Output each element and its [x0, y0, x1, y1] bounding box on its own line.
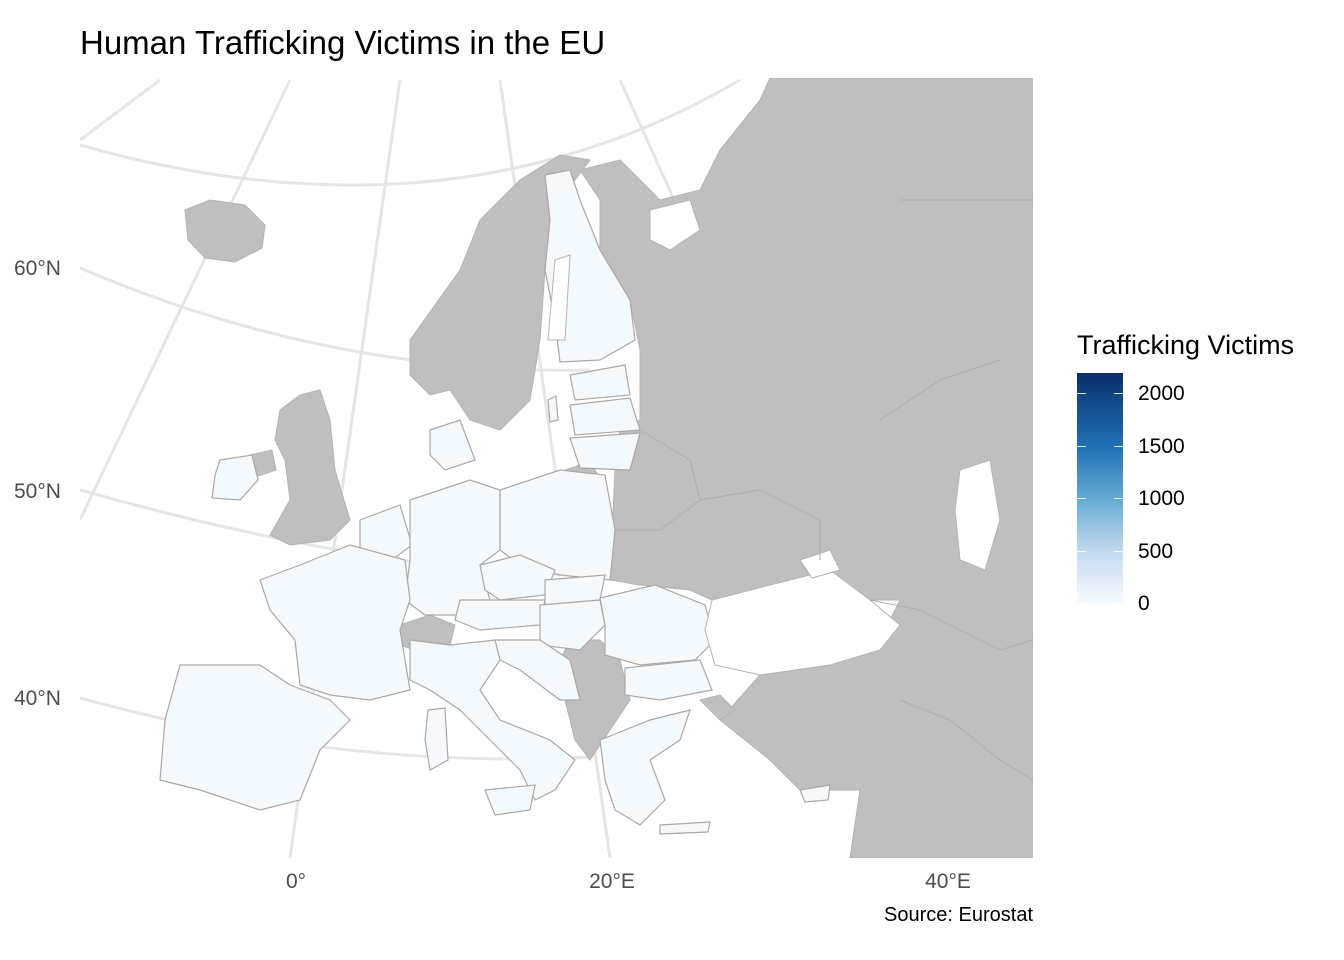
region-sardinia: [425, 708, 448, 770]
legend-label: 0: [1138, 592, 1150, 616]
great-britain: [270, 390, 350, 545]
region-austria: [455, 600, 545, 630]
lat-tick-label: 40°N: [14, 687, 61, 711]
region-greece: [600, 710, 690, 825]
region-sweden-gotland: [548, 396, 558, 422]
legend-label: 500: [1138, 540, 1173, 564]
legend-label: 2000: [1138, 382, 1185, 406]
lat-tick-label: 60°N: [14, 257, 61, 281]
iceland: [185, 200, 265, 262]
graticule-lon-m20: [80, 80, 160, 140]
lat-tick-label: 50°N: [14, 480, 61, 504]
region-denmark: [430, 420, 475, 470]
region-germany: [405, 480, 500, 615]
region-romania: [600, 585, 715, 665]
region-crete: [660, 822, 710, 834]
lon-tick-label: 20°E: [589, 870, 635, 894]
chart-title: Human Trafficking Victims in the EU: [80, 24, 605, 62]
region-sicily: [485, 785, 535, 815]
region-bulgaria: [625, 660, 712, 700]
legend-title: Trafficking Victims: [1077, 330, 1294, 361]
lon-tick-label: 40°E: [925, 870, 971, 894]
lon-tick-label: 0°: [286, 870, 306, 894]
legend-label: 1500: [1138, 435, 1185, 459]
legend-colorbar: [1077, 373, 1123, 604]
source-caption: Source: Eurostat: [800, 904, 1033, 927]
region-france: [260, 545, 410, 700]
legend-label: 1000: [1138, 487, 1185, 511]
region-latvia: [570, 398, 640, 435]
region-lithuania: [570, 433, 640, 470]
region-ireland: [212, 455, 258, 500]
graticule-lat-65: [80, 80, 740, 185]
